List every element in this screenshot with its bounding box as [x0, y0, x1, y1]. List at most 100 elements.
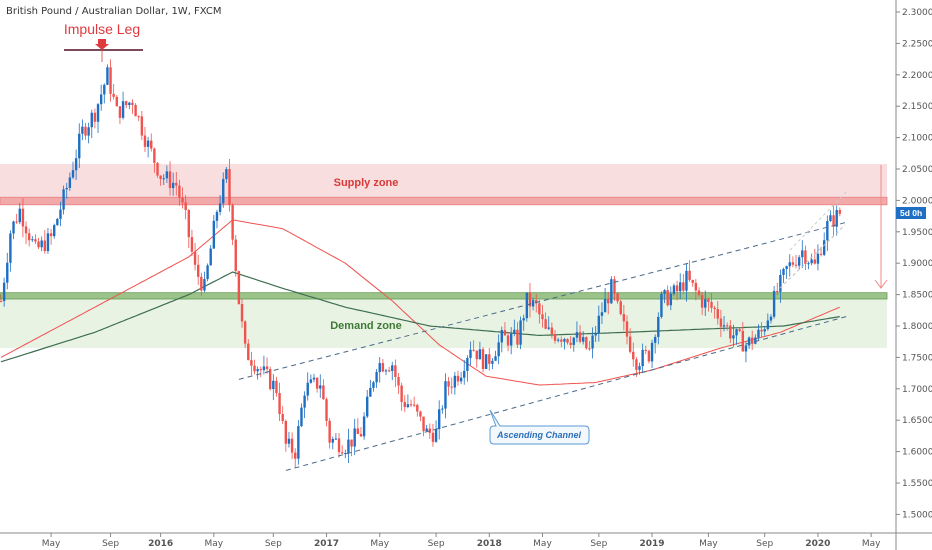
- candle-body: [143, 135, 147, 147]
- candle: [115, 94, 119, 107]
- candle-body: [62, 189, 65, 210]
- candle: [397, 372, 400, 394]
- candle: [481, 347, 485, 373]
- candle: [350, 439, 353, 457]
- candle-body: [121, 101, 125, 118]
- candle-body: [563, 339, 566, 342]
- candle: [256, 366, 259, 380]
- y-tick-label: 2.05000: [902, 165, 932, 175]
- candle: [215, 209, 219, 229]
- candle-body: [832, 215, 835, 227]
- candle: [466, 355, 469, 382]
- candle: [9, 230, 12, 272]
- candle: [672, 283, 676, 296]
- candle-body: [500, 330, 503, 343]
- candle: [531, 297, 535, 311]
- candle: [607, 291, 610, 315]
- candle-body: [78, 133, 81, 159]
- candle-body: [816, 253, 820, 264]
- candle-body: [625, 321, 629, 337]
- candle-body: [190, 237, 194, 252]
- candle-body: [118, 106, 122, 118]
- candle: [93, 108, 97, 129]
- candle-body: [603, 299, 607, 313]
- candle: [826, 215, 829, 252]
- candle-body: [400, 385, 403, 403]
- candle-body: [797, 257, 801, 266]
- candle: [184, 195, 187, 220]
- candle: [628, 328, 632, 354]
- demand-zone: [0, 294, 887, 348]
- candle: [143, 126, 147, 152]
- candle: [763, 326, 766, 336]
- candle: [459, 371, 463, 385]
- candle-body: [422, 416, 425, 432]
- candle: [53, 223, 56, 239]
- candle-body: [669, 293, 673, 306]
- candle-body: [751, 337, 754, 344]
- candle: [24, 221, 28, 245]
- candle-body: [159, 175, 162, 179]
- candle: [109, 59, 112, 102]
- candle: [444, 373, 447, 419]
- candle-body: [90, 112, 93, 128]
- candle-body: [509, 333, 513, 346]
- candle: [751, 330, 754, 350]
- candle-body: [459, 377, 463, 382]
- candle-body: [450, 386, 453, 388]
- candle-body: [531, 300, 535, 307]
- candle: [103, 83, 106, 104]
- candle: [757, 324, 760, 341]
- supply-zone: [0, 163, 887, 201]
- candle: [412, 396, 416, 408]
- candle-body: [322, 385, 325, 400]
- candle-body: [259, 369, 262, 371]
- candle: [591, 327, 594, 359]
- candle: [181, 187, 184, 209]
- candle: [500, 326, 503, 353]
- candle-body: [178, 185, 181, 198]
- candle: [610, 276, 613, 304]
- demand-line: [0, 292, 888, 300]
- candle-body: [760, 329, 763, 332]
- candle-body: [685, 270, 688, 291]
- candle: [578, 324, 582, 344]
- candle: [281, 406, 284, 425]
- candle: [0, 294, 3, 303]
- candle-body: [503, 330, 507, 336]
- candle-body: [456, 375, 460, 382]
- candle: [484, 354, 488, 370]
- candle: [653, 334, 657, 354]
- candle: [196, 254, 200, 285]
- candle: [600, 302, 604, 324]
- candle: [74, 149, 78, 180]
- candle-body: [287, 438, 291, 444]
- candle: [506, 331, 510, 352]
- candle-body: [710, 301, 713, 308]
- candle: [494, 350, 497, 362]
- candle-body: [93, 112, 97, 122]
- candle: [754, 334, 757, 345]
- candle: [447, 376, 450, 396]
- candle: [250, 351, 253, 376]
- candle-body: [53, 225, 56, 237]
- candle-body: [619, 301, 622, 315]
- candle: [776, 282, 779, 296]
- candle: [369, 379, 372, 397]
- candle: [838, 207, 842, 217]
- candle: [516, 322, 519, 349]
- candle-body: [453, 375, 457, 388]
- candle-body: [497, 342, 500, 357]
- candle-body: [312, 377, 316, 380]
- candle: [96, 103, 100, 133]
- candle-body: [247, 343, 250, 361]
- candle: [366, 389, 369, 419]
- candle: [159, 175, 162, 186]
- candle: [816, 244, 820, 271]
- candle: [738, 327, 741, 333]
- candle-body: [131, 102, 134, 106]
- y-tick-label: 1.60000: [902, 448, 932, 458]
- candle-body: [472, 349, 475, 351]
- candle: [794, 254, 798, 269]
